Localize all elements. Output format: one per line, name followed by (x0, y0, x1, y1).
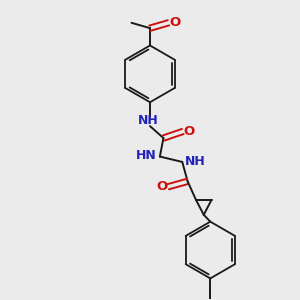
Text: NH: NH (185, 155, 206, 168)
Text: NH: NH (138, 114, 159, 127)
Text: O: O (184, 125, 195, 138)
Text: HN: HN (136, 148, 157, 162)
Text: O: O (169, 16, 181, 29)
Text: O: O (156, 180, 167, 193)
